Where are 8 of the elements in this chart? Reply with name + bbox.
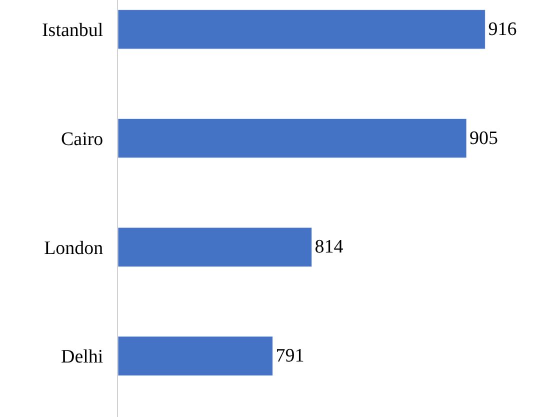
data-label: 814 — [314, 236, 344, 258]
data-label: 791 — [276, 346, 304, 367]
data-label: 916 — [488, 18, 517, 40]
y-tick-label: Istanbul — [42, 20, 104, 42]
y-tick-label: Delhi — [60, 346, 104, 368]
y-tick-label: London — [44, 238, 104, 259]
data-label: 905 — [470, 128, 498, 149]
y-tick-label: Cairo — [60, 128, 104, 150]
